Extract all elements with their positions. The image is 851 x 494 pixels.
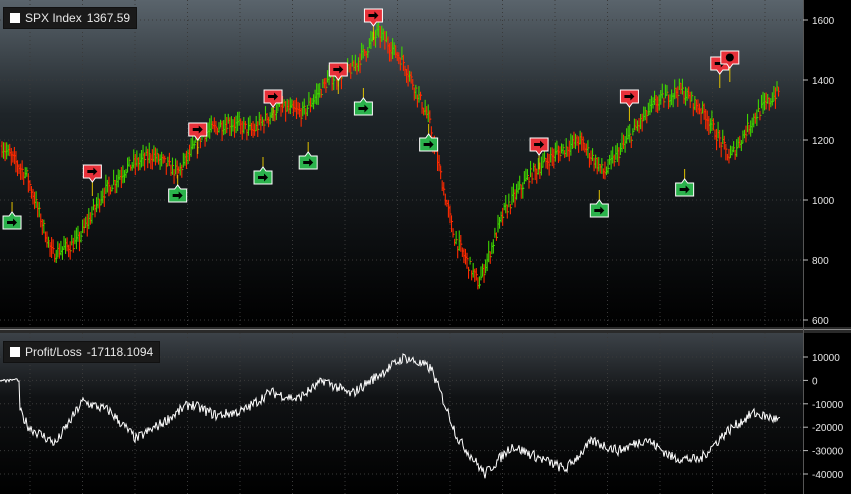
y-tick-label: 1400 [812,76,835,87]
y-tick-label: 10000 [812,353,840,364]
y-tick-label: 800 [812,256,829,267]
sell-signal-marker [619,89,639,121]
sell-signal-marker [263,89,283,121]
buy-signal-marker [419,124,439,152]
y-tick-label: 0 [812,376,818,387]
buy-signal-marker [168,175,188,203]
arrow-right-icon [594,206,605,215]
signal-marker-body [82,164,102,183]
arrow-right-icon [423,140,434,149]
signal-marker-body [188,122,208,141]
y-tick-label: -10000 [812,400,844,411]
signal-marker-body [168,184,188,203]
y-tick-label: 1000 [812,196,835,207]
buy-signal-marker [353,88,373,116]
bottom-grid [0,333,803,494]
signal-marker-body [589,199,609,218]
arrow-right-icon [368,11,379,20]
arrow-right-icon [624,92,635,101]
price-series [0,17,780,290]
sell-signal-marker [188,122,208,154]
signal-marker-body [253,166,273,185]
signal-marker-body [328,62,348,81]
signal-marker-body [675,178,695,197]
pl-line [0,353,781,479]
pl-legend[interactable]: Profit/Loss -17118.1094 [3,341,161,363]
signal-marker-body [363,8,383,27]
signal-marker-body [353,97,373,116]
buy-signal-marker [2,202,22,230]
y-tick-label: 1200 [812,136,835,147]
pl-series [0,353,781,479]
y-tick-label: 600 [812,316,829,327]
bottom-y-axis: 10000 0 -10000 -20000 -30000 -40000 [803,353,844,481]
legend-series-value: 1367.59 [86,11,131,25]
signal-marker-body [2,211,22,230]
sell-signal-marker [82,164,102,196]
circle-icon [725,53,734,62]
arrow-right-icon [268,92,279,101]
trade-signals [2,8,740,230]
arrow-right-icon [358,104,369,113]
y-tick-label: -30000 [812,447,844,458]
arrow-right-icon [534,140,545,149]
buy-signal-marker [589,190,609,218]
arrow-right-icon [172,191,183,200]
signal-marker-body [419,133,439,152]
sell-signal-marker [529,137,549,169]
buy-signal-marker [675,169,695,197]
signal-marker-body [263,89,283,108]
spx-legend[interactable]: SPX Index 1367.59 [3,7,138,29]
y-tick-label: 1600 [812,16,835,27]
sell-signal-marker [363,8,383,40]
arrow-right-icon [303,158,314,167]
arrow-right-icon [192,125,203,134]
buy-signal-marker [253,157,273,185]
sell-signal-marker [720,50,740,82]
top-y-axis: 1600 1400 1200 1000 800 600 [803,16,835,327]
arrow-right-icon [87,167,98,176]
top-grid [0,0,803,327]
arrow-right-icon [7,218,18,227]
legend-series-name: SPX Index [25,11,82,25]
signal-marker-body [298,151,318,170]
buy-signal-marker [298,142,318,170]
legend-series-name: Profit/Loss [25,345,82,359]
y-tick-label: -40000 [812,470,844,481]
signal-marker-body [619,89,639,108]
sell-signal-marker [328,62,348,94]
arrow-right-icon [333,65,344,74]
arrow-right-icon [258,173,269,182]
legend-swatch [10,347,20,357]
signal-marker-body [529,137,549,156]
y-tick-label: -20000 [812,423,844,434]
legend-series-value: -17118.1094 [86,345,154,359]
arrow-right-icon [679,185,690,194]
legend-swatch [10,13,20,23]
